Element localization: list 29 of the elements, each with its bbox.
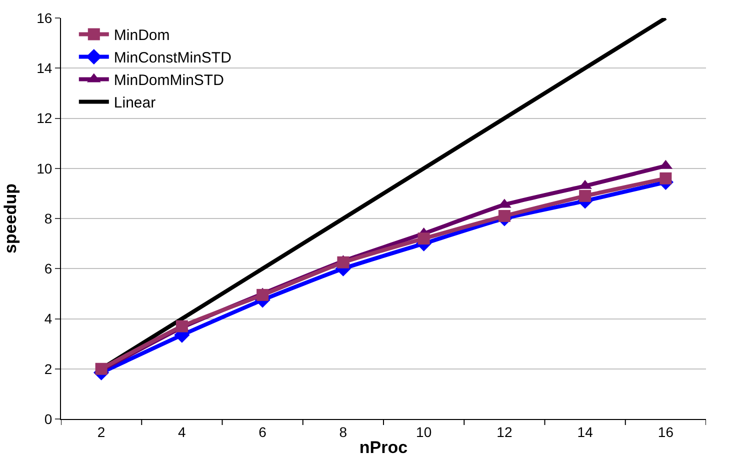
x-tick-label: 8 [339, 424, 348, 440]
point [579, 190, 592, 202]
x-tick-label: 12 [496, 424, 512, 440]
point [660, 172, 672, 184]
legend-label: MinConstMinSTD [114, 50, 232, 67]
y-tick-label: 10 [36, 160, 52, 176]
legend-label: MinDom [114, 27, 170, 44]
y-tick-label: 8 [44, 210, 52, 226]
x-tick-label: 14 [577, 424, 594, 440]
y-tick-label: 14 [36, 60, 52, 76]
x-tick-label: 4 [178, 424, 186, 440]
y-tick-label: 4 [44, 310, 52, 327]
point [498, 210, 510, 222]
point [337, 256, 350, 268]
x-axis-title: nProc [359, 438, 408, 458]
x-tick-label: 2 [97, 424, 106, 440]
point [256, 288, 269, 301]
y-tick-label: 6 [44, 260, 52, 277]
legend-label: MinDomMinSTD [114, 72, 224, 90]
y-tick-label: 12 [36, 110, 52, 126]
y-tick-label: 2 [44, 360, 52, 377]
x-tick-label: 10 [416, 424, 432, 440]
x-tick-label: 16 [658, 424, 674, 440]
point [418, 232, 430, 245]
y-tick-label: 16 [36, 10, 52, 26]
y-tick-label: 0 [44, 410, 52, 427]
legend-label: Linear [114, 94, 156, 112]
y-axis-title: speedup [1, 184, 20, 254]
x-tick-label: 6 [258, 424, 267, 440]
